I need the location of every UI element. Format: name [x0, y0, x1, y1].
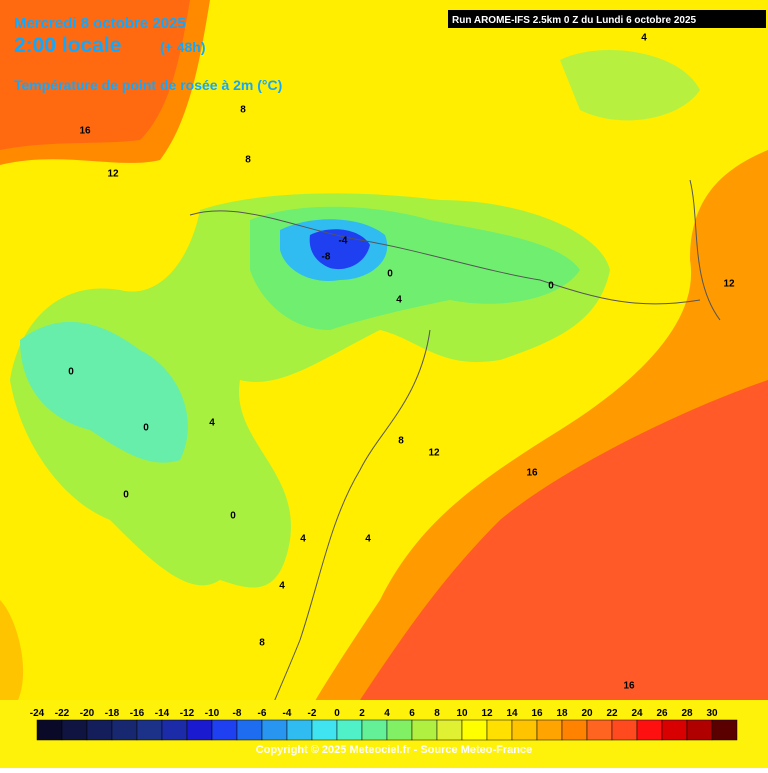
region-cyan-w	[20, 321, 188, 463]
contour-label: 0	[143, 423, 149, 434]
colorbar-swatch	[261, 719, 288, 741]
colorbar-tick-label: 14	[506, 708, 518, 719]
contour-label: 12	[723, 279, 735, 290]
contour-label: 0	[68, 367, 74, 378]
run-box	[448, 10, 766, 28]
copyright: Copyright © 2025 Meteociel.fr - Source M…	[256, 744, 532, 756]
contour-label: 12	[428, 448, 440, 459]
contour-label: 0	[230, 511, 236, 522]
colorbar-swatch	[486, 719, 513, 741]
colorbar-swatch	[536, 719, 563, 741]
run-info: Run AROME-IFS 2.5km 0 Z du Lundi 6 octob…	[452, 15, 697, 26]
colorbar-swatch	[436, 719, 463, 741]
colorbar-tick-label: 16	[531, 708, 543, 719]
colorbar-tick-label: 20	[581, 708, 593, 719]
colorbar-tick-label: -8	[233, 708, 242, 719]
colorbar-swatch	[711, 719, 738, 741]
date: Mercredi 8 octobre 2025	[14, 15, 186, 32]
contour-label: 16	[79, 126, 91, 137]
coast-line-east	[689, 179, 721, 321]
colorbar-tick-label: 18	[556, 708, 568, 719]
colorbar-swatch	[186, 719, 213, 741]
colorbar-swatch	[61, 719, 88, 741]
colorbar-tick-label: -16	[130, 708, 145, 719]
colorbar-tick-label: 6	[409, 708, 415, 719]
colorbar-tick-label: -10	[205, 708, 220, 719]
colorbar-swatch	[611, 719, 638, 741]
colorbar-tick-label: -14	[155, 708, 170, 719]
colorbar-swatch	[511, 719, 538, 741]
region-green-ne	[560, 50, 700, 121]
time: 2:00 locale	[14, 34, 121, 57]
colorbar-tick-label: 12	[481, 708, 493, 719]
colorbar-tick-label: 4	[384, 708, 390, 719]
colorbar-tick-label: 10	[456, 708, 468, 719]
contour-label: 4	[365, 534, 371, 545]
colorbar-swatch	[461, 719, 488, 741]
lead-time: (+ 48h)	[160, 39, 206, 55]
colorbar-swatch	[561, 719, 588, 741]
contour-label: 16	[526, 468, 538, 479]
contour-label: 4	[641, 33, 647, 44]
contour-label: 16	[623, 681, 635, 692]
colorbar-tick-label: -2	[308, 708, 317, 719]
contour-label: 0	[387, 269, 393, 280]
sea-red	[330, 380, 768, 768]
contour-label: 4	[300, 534, 306, 545]
region-orange-sw	[0, 600, 24, 720]
colorbar-swatch	[411, 719, 438, 741]
colorbar-swatch	[236, 719, 263, 741]
colorbar-swatch	[336, 719, 363, 741]
colorbar-tick-label: 0	[334, 708, 340, 719]
colorbar-swatch	[311, 719, 338, 741]
contour-label: 8	[240, 105, 246, 116]
border-line	[189, 210, 701, 305]
colorbar-swatch	[136, 719, 163, 741]
contour-label: 8	[398, 436, 404, 447]
colorbar-tick-label: -18	[105, 708, 120, 719]
colorbar-tick-label: 24	[631, 708, 643, 719]
colorbar-swatch	[386, 719, 413, 741]
contour-label: 12	[107, 169, 119, 180]
colorbar-tick-label: 26	[656, 708, 668, 719]
colorbar-tick-label: -12	[180, 708, 195, 719]
contour-label: -4	[339, 236, 348, 247]
colorbar-tick-label: 22	[606, 708, 618, 719]
colorbar-swatch	[586, 719, 613, 741]
colorbar: -24 -22 -20 -18 -16 -14 -12 -10 -8 -6 -4 -2 0 2 4 6 8 10 1…	[30, 708, 738, 741]
contour-label: 0	[123, 490, 129, 501]
colorbar-tick-label: -24	[30, 708, 45, 719]
colorbar-tick-label: -4	[283, 708, 292, 719]
colorbar-tick-label: 2	[359, 708, 365, 719]
contour-label: 4	[279, 581, 285, 592]
colorbar-swatch	[361, 719, 388, 741]
colorbar-tick-label: 8	[434, 708, 440, 719]
colorbar-swatch	[111, 719, 138, 741]
contour-label: 0	[548, 281, 554, 292]
region-red-nw	[0, 0, 190, 150]
colorbar-swatch	[636, 719, 663, 741]
contour-label: 4	[209, 418, 215, 429]
colorbar-swatch	[36, 719, 63, 741]
colorbar-swatch	[686, 719, 713, 741]
colorbar-swatch	[211, 719, 238, 741]
contour-label: 4	[396, 295, 402, 306]
parameter: Température de point de rosée à 2m (°C)	[14, 77, 282, 93]
colorbar-swatch	[86, 719, 113, 741]
contour-label: -8	[322, 252, 331, 263]
colorbar-tick-label: -6	[258, 708, 267, 719]
contour-label: 8	[259, 638, 265, 649]
colorbar-swatch	[161, 719, 188, 741]
contour-labels: 16 12 8 8 4 -4 -8 0 4 0 12 0 0 4 8 12 16 0 0 4 4 4 8 16	[68, 33, 735, 692]
colorbar-tick-label: -22	[55, 708, 70, 719]
colorbar-swatch	[661, 719, 688, 741]
colorbar-swatch	[286, 719, 313, 741]
colorbar-tick-label: 30	[706, 708, 718, 719]
contour-label: 8	[245, 155, 251, 166]
colorbar-tick-label: 28	[681, 708, 693, 719]
colorbar-tick-label: -20	[80, 708, 95, 719]
